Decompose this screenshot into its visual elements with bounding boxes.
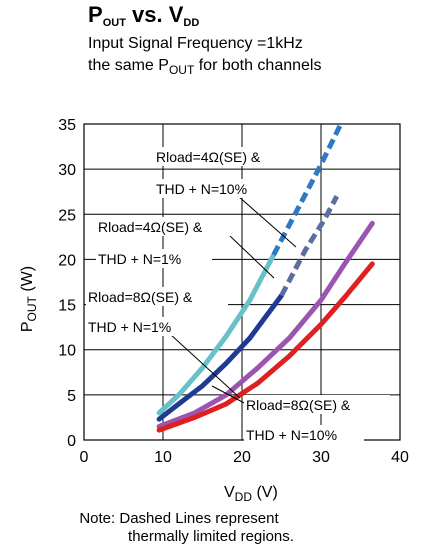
- y-tick-label-15: 15: [58, 298, 76, 315]
- annotation-1-line-1: Rload=4Ω(SE) &: [156, 149, 261, 165]
- y-tick-label-10: 10: [58, 343, 76, 360]
- axes: [83, 123, 401, 441]
- x-label-main: V: [224, 484, 235, 501]
- subtitle-line-1: Input Signal Frequency =1kHz: [88, 35, 303, 52]
- y-tick-label-30: 30: [58, 162, 76, 179]
- chart-title: POUT vs. VDD: [88, 2, 200, 29]
- x-tick-label-30: 30: [312, 449, 330, 466]
- annotation-2-line-2: THD + N=1%: [98, 251, 181, 267]
- tick-labels: 0 10 20 30 40 0 5 10 15 20 25 30 35: [58, 117, 409, 466]
- title-vs: vs. V: [125, 2, 184, 27]
- annotation-leader-1: [237, 195, 297, 248]
- title-p-subscript: OUT: [102, 17, 126, 29]
- note-line-2: thermally limited regions.: [128, 528, 294, 545]
- x-label-subscript: DD: [234, 490, 253, 504]
- y-label-main: P: [19, 321, 37, 333]
- annotation-bg-4-b: [244, 425, 364, 444]
- annotation-bg-2-b: [96, 249, 212, 268]
- y-tick-label-20: 20: [58, 252, 76, 269]
- subtitle-line-2-post: for both channels: [194, 57, 322, 74]
- series-dashed-1: [271, 122, 344, 257]
- annotation-bg-1-b: [154, 179, 274, 198]
- subtitle-line-2-subscript: OUT: [168, 63, 195, 77]
- series-line-4: [156, 261, 375, 433]
- title-v-subscript: DD: [183, 17, 200, 29]
- annotation-3-line-1: Rload=8Ω(SE) &: [88, 289, 193, 305]
- x-tick-label-40: 40: [391, 449, 409, 466]
- annotation-leader-3: [169, 333, 241, 399]
- y-axis-label: POUT (W): [19, 265, 40, 333]
- x-axis-label: VDD (V): [224, 484, 278, 504]
- y-tick-label-25: 25: [58, 207, 76, 224]
- y-tick-label-0: 0: [67, 433, 76, 450]
- annotation-bg-4-a: [244, 395, 390, 414]
- subtitle-line-2-pre: the same P: [88, 57, 169, 74]
- annotation-4-line-1: Rload=8Ω(SE) &: [246, 397, 351, 413]
- annotation-leaders: [169, 195, 297, 406]
- x-tick-label-10: 10: [154, 449, 172, 466]
- annotations: Rload=4Ω(SE) & THD + N=10% Rload=4Ω(SE) & T…: [86, 147, 390, 444]
- annotation-bg-3-a: [86, 287, 228, 306]
- annotation-2-line-1: Rload=4Ω(SE) &: [98, 219, 203, 235]
- title-p: P: [88, 2, 103, 27]
- annotation-leader-4: [211, 385, 249, 406]
- plot-frame: [83, 123, 401, 441]
- note-line-1: Note: Dashed Lines represent: [79, 510, 279, 527]
- annotation-4-line-2: THD + N=10%: [246, 427, 337, 443]
- x-label-unit: (V): [252, 484, 278, 501]
- y-label-unit: (W): [19, 265, 37, 297]
- annotation-leader-2: [229, 235, 275, 279]
- annotation-1-line-2: THD + N=10%: [156, 181, 247, 197]
- series-dashed-2: [279, 195, 340, 297]
- series-line-1: [156, 252, 277, 416]
- x-tick-label-0: 0: [80, 449, 89, 466]
- subtitle-line-2: the same POUT for both channels: [88, 57, 322, 77]
- y-label-subscript: OUT: [25, 296, 40, 322]
- series-lines: [156, 122, 375, 433]
- y-tick-label-5: 5: [67, 388, 76, 405]
- x-tick-label-20: 20: [233, 449, 251, 466]
- annotation-3-line-2: THD + N=1%: [88, 319, 171, 335]
- annotation-bg-3-b: [86, 317, 202, 336]
- annotation-bg-2-a: [96, 217, 238, 236]
- y-tick-label-35: 35: [58, 117, 76, 134]
- annotation-bg-1-a: [154, 147, 300, 166]
- series-line-3: [156, 220, 375, 429]
